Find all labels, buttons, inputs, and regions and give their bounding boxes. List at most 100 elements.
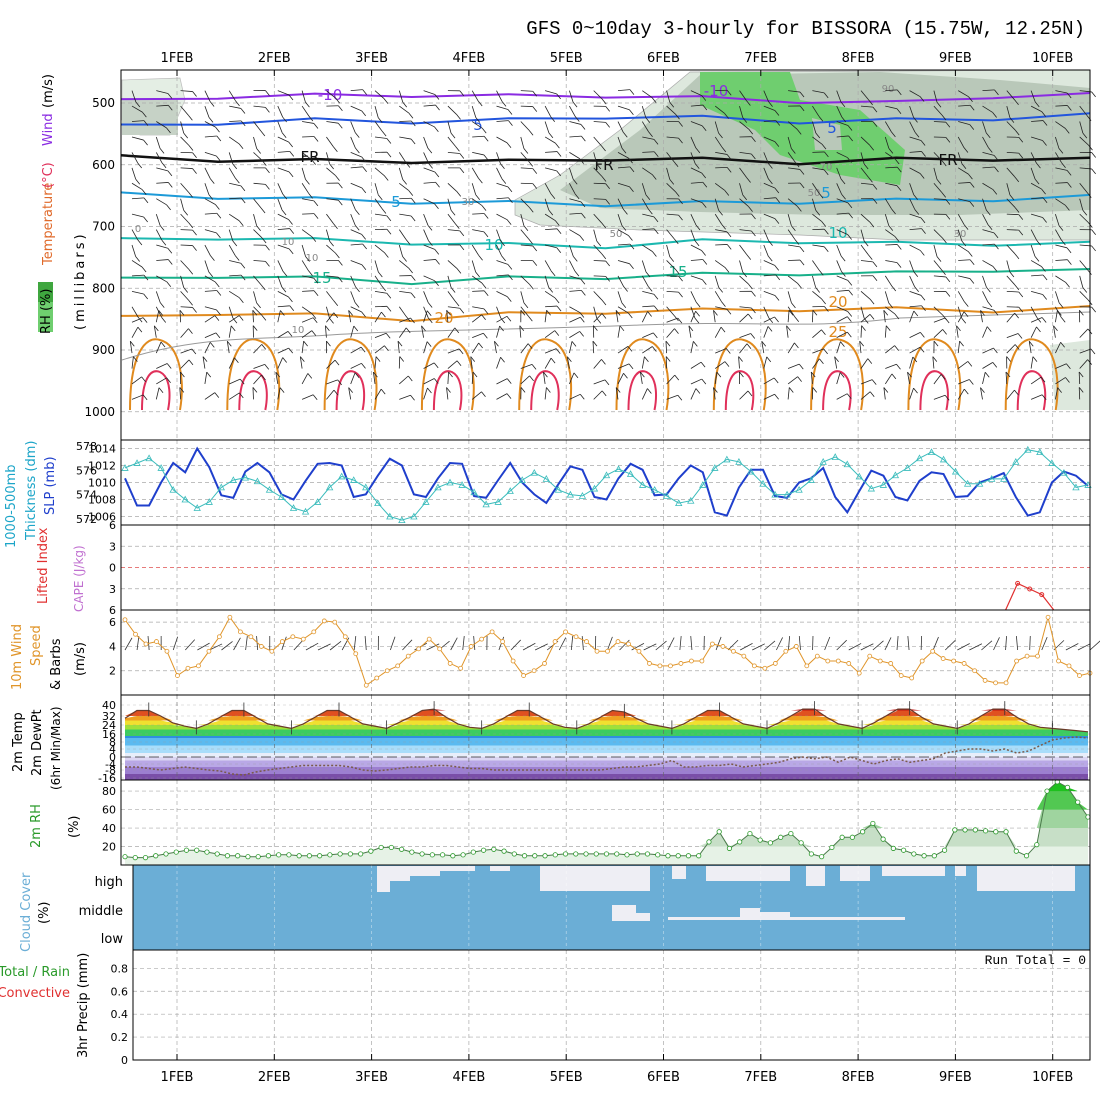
wind10-barb [969, 643, 983, 651]
wind-barb [666, 290, 679, 293]
wind-barb-flag [483, 154, 489, 161]
wind-label: Wind [41, 113, 56, 146]
rh2m-point [941, 847, 948, 853]
wind10-point [321, 618, 327, 624]
thickness-point [771, 490, 779, 498]
wind-barb-flag [478, 254, 483, 261]
wind-barb-flag [520, 309, 526, 316]
cloud-mid-clear [760, 912, 790, 920]
wind-barb [617, 198, 624, 210]
wind-barb [836, 135, 849, 138]
wind-barb [302, 275, 314, 279]
wind-barb-flag [652, 251, 657, 257]
wind-barb-flag [888, 302, 894, 309]
wind-barb [739, 313, 749, 323]
wind-barb-flag [678, 291, 683, 298]
wind-barb-flag [459, 308, 465, 314]
wind-barb-flag [470, 356, 476, 362]
wind-barb-flag [601, 390, 607, 397]
wind-barb [229, 105, 242, 109]
wind-barb [641, 388, 648, 400]
wind-barb-flag [410, 317, 415, 324]
wind-barb-flag [751, 213, 756, 220]
wind-barb [738, 356, 740, 369]
wind-barb [326, 213, 334, 225]
wind-barb-flag [361, 311, 366, 318]
wind-barb-flag [985, 132, 991, 139]
wind-barb-flag [986, 209, 991, 216]
wind-barb [350, 372, 356, 385]
wind10-point [279, 639, 285, 644]
wind-barb [982, 326, 988, 338]
wind-barb [471, 275, 483, 284]
wind-barb-flag [579, 158, 584, 164]
wind-barb-flag [872, 275, 878, 281]
wind-barb [1055, 377, 1066, 385]
wind-barb [982, 166, 995, 169]
wind-barb-flag [1034, 256, 1040, 262]
wind-barb-flag [913, 387, 918, 394]
wind-barb [447, 348, 460, 354]
wind-barb-flag [914, 131, 920, 138]
wind-barb-flag [348, 310, 353, 316]
wind-barb-flag [1014, 312, 1019, 319]
wind-barb-flag [167, 170, 173, 177]
wind-barb-flag [872, 198, 878, 204]
wind-barb-flag [361, 234, 366, 240]
wind-barb [471, 244, 479, 256]
wind-barb [909, 356, 914, 369]
rh2m-point [142, 855, 149, 861]
wind-barb [520, 167, 533, 169]
wind-barb [1006, 183, 1011, 195]
wind-barb [787, 376, 798, 385]
wind10-barb [776, 637, 783, 651]
temp-color-band [125, 729, 1088, 736]
wind-barb-flag [260, 207, 266, 214]
wind-barb [787, 214, 792, 226]
wind-barb-flag [894, 158, 900, 165]
thickness-point [975, 479, 984, 487]
wind-barb-flag [751, 153, 756, 160]
wind-barb-flag [921, 228, 926, 234]
wind-barb-flag [1018, 137, 1024, 143]
wind-barb [642, 332, 654, 339]
wind-barb-flag [868, 99, 873, 106]
wind-barb [374, 356, 377, 369]
wind-barb-flag [143, 120, 149, 126]
slp-ytick: 1008 [88, 494, 116, 507]
wind-barb-flag [546, 387, 551, 393]
wind-barb [787, 121, 798, 130]
wind-barb [302, 198, 314, 202]
wind-barb-flag [550, 357, 556, 364]
wind-barb-flag [166, 363, 172, 369]
rh2m-point [870, 820, 876, 827]
precip-ytick: 0 [121, 1054, 128, 1067]
temp-ytick: -4 [105, 758, 116, 771]
wind-barb-flag [944, 317, 950, 324]
wind-barb [690, 121, 703, 127]
slp-ytick: 1006 [88, 511, 116, 524]
wind-barb [350, 325, 355, 338]
wind-barb-flag [326, 340, 331, 347]
wind-barb [253, 364, 265, 369]
wind-barb [180, 105, 189, 116]
wind-barb-flag [338, 276, 343, 283]
wind-barb-flag [791, 148, 796, 154]
wind-barb-flag [265, 184, 270, 190]
wind-barb-flag [799, 105, 805, 112]
wind-barb-flag [135, 101, 141, 108]
minmax-label: (6hr Min/Max) [49, 707, 63, 791]
wind-barb-flag [167, 93, 173, 99]
thickness-point [301, 507, 310, 515]
isotherm-label: 10 [828, 224, 847, 242]
thickness-point [1048, 459, 1056, 466]
wind-barb-flag [726, 154, 732, 160]
wind-barb-flag [434, 249, 440, 255]
wind-barb [1055, 121, 1066, 129]
thickness-point [735, 458, 743, 465]
wind-barb-flag [529, 375, 534, 382]
wind-barb [957, 244, 969, 252]
rh2m-point [593, 851, 599, 857]
wind-barb [156, 182, 169, 184]
wind-barb [909, 290, 922, 296]
